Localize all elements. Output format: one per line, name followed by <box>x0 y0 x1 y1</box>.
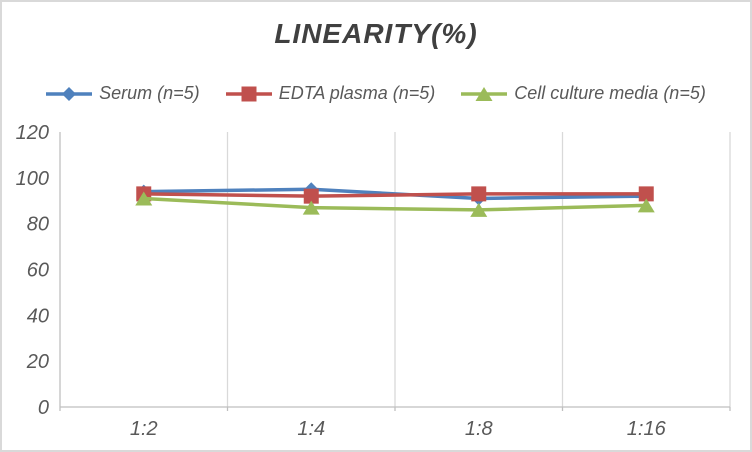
y-tick-label: 20 <box>26 351 49 373</box>
legend-item-cell-culture-media-n-5: Cell culture media (n=5) <box>461 83 706 104</box>
series-cell-culture-media-n-5 <box>135 191 655 217</box>
square-marker-icon <box>225 86 272 101</box>
triangle-marker-icon <box>302 200 320 215</box>
legend-label: EDTA plasma (n=5) <box>278 83 436 103</box>
y-tick-label: 0 <box>38 397 49 419</box>
x-tick-label: 1:8 <box>465 418 493 440</box>
series-line-edta-plasma-n-5 <box>143 192 647 198</box>
square-marker-icon <box>303 188 319 204</box>
diamond-marker-icon <box>46 86 93 101</box>
series-line-cell-culture-media-n-5 <box>143 196 647 212</box>
triangle-marker-icon <box>461 86 508 101</box>
triangle-marker-icon <box>470 202 488 217</box>
y-tick-label: 80 <box>27 214 49 236</box>
square-marker-icon <box>638 186 654 202</box>
legend-label: Cell culture media (n=5) <box>514 83 706 103</box>
triangle-marker-icon <box>637 198 655 213</box>
y-tick-label: 60 <box>27 260 49 282</box>
x-tick-label: 1:2 <box>130 418 158 440</box>
legend-label: Serum (n=5) <box>99 83 200 103</box>
y-tick-label: 40 <box>27 305 49 327</box>
x-tick-label: 1:16 <box>627 418 667 440</box>
triangle-marker-icon <box>135 191 153 206</box>
square-marker-icon <box>471 186 487 202</box>
y-tick-label: 120 <box>16 122 49 144</box>
x-tick-label: 1:4 <box>297 418 325 440</box>
legend-item-edta-plasma-n-5: EDTA plasma (n=5) <box>225 83 436 104</box>
y-tick-label: 100 <box>16 168 49 190</box>
legend-item-serum-n-5: Serum (n=5) <box>46 83 200 104</box>
chart-legend: Serum (n=5) EDTA plasma (n=5) Cell culture… <box>2 83 750 104</box>
chart-title: LINEARITY(%) <box>274 18 478 49</box>
